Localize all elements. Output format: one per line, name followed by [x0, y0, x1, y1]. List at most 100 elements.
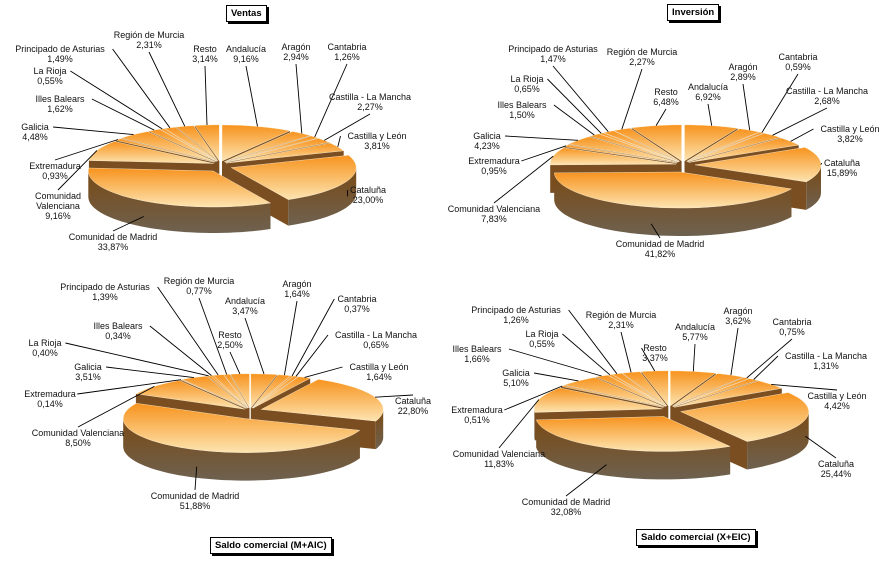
- slice-castilla-y-leon: [688, 137, 800, 163]
- data-label-comunidad-valenciana: Comunidad Valenciana 9,16%: [35, 191, 81, 221]
- slice-andalucia: [684, 124, 739, 162]
- data-label-region-de-murcia: Región de Murcia 0,77%: [164, 276, 235, 296]
- data-label-cantabria: Cantabria 0,75%: [772, 317, 811, 337]
- pie-chart-saldo-comercial-x-eic: Andalucía 5,77% Aragón 3,62% Cantabria 0,75% C…: [451, 305, 867, 517]
- data-label-comunidad-valenciana: Comunidad Valenciana 8,50%: [32, 428, 124, 448]
- leader-line: [106, 366, 194, 379]
- data-label-illes-balears: Illes Balears 1,50%: [497, 100, 547, 120]
- leader-line: [521, 145, 567, 162]
- data-label-principado-de-asturias: Principado de Asturias 1,49%: [15, 44, 105, 64]
- leader-line: [552, 65, 609, 132]
- leader-line: [505, 135, 579, 141]
- leader-line: [655, 108, 667, 126]
- slice-region-de-murcia: [613, 127, 680, 162]
- data-label-comunidad-valenciana: Comunidad Valenciana 7,83%: [448, 204, 540, 224]
- data-label-castilla-y-leon: Castilla y León 1,64%: [349, 362, 408, 382]
- data-label-cataluna: Cataluña 15,89%: [824, 158, 860, 178]
- leader-line: [77, 379, 182, 395]
- slice-comunidad-de-madrid: [123, 403, 361, 453]
- data-label-comunidad-de-madrid: Comunidad de Madrid 32,08%: [522, 497, 611, 517]
- data-label-extremadura: Extremadura 0,93%: [29, 161, 81, 181]
- leader-line: [149, 325, 212, 376]
- data-label-galicia: Galicia 4,23%: [473, 131, 501, 151]
- data-label-illes-balears: Illes Balears 1,62%: [35, 94, 85, 114]
- leader-line: [245, 65, 258, 127]
- slice-comunidad-de-madrid: [554, 171, 793, 209]
- data-label-castilla-y-leon: Castilla y León 3,82%: [820, 124, 879, 144]
- slice-comunidad-valenciana: [534, 387, 663, 413]
- leader-line: [547, 78, 602, 134]
- slice-cataluna: [680, 392, 809, 442]
- leader-line: [498, 399, 540, 449]
- leader-line: [65, 342, 209, 377]
- leader-line: [761, 73, 799, 133]
- data-label-cantabria: Cantabria 0,59%: [778, 52, 817, 72]
- slice-galicia: [563, 377, 665, 408]
- data-label-comunidad-de-madrid: Comunidad de Madrid 33,87%: [69, 232, 158, 252]
- leader-line: [77, 386, 155, 428]
- leader-line: [91, 98, 155, 131]
- slice-wall: [231, 167, 289, 226]
- data-label-illes-balears: Illes Balears 0,34%: [93, 321, 143, 341]
- slice-tops: [550, 124, 822, 209]
- data-label-galicia: Galicia 3,51%: [74, 362, 102, 382]
- slice-cataluna: [230, 155, 357, 200]
- leader-line: [562, 333, 611, 376]
- data-label-la-rioja: La Rioja 0,40%: [28, 338, 61, 358]
- chart-title-saldo-x-eic: Saldo comercial (X+EIC): [636, 529, 756, 546]
- data-label-resto: Resto 3,37%: [642, 343, 668, 363]
- leader-line: [148, 51, 186, 127]
- pie-chart-ventas: Andalucía 9,16% Aragón 2,94% Cantabria 1,26% C…: [15, 30, 411, 252]
- leader-line: [53, 126, 134, 136]
- leader-line: [730, 327, 739, 376]
- slice-galicia: [181, 375, 248, 409]
- data-label-galicia: Galicia 4,48%: [21, 122, 49, 142]
- leader-line: [229, 351, 241, 375]
- slice-tops: [534, 370, 809, 452]
- data-label-andalucia: Andalucía 9,16%: [226, 44, 266, 64]
- pie-chart-saldo-comercial-m-aic: Andalucía 3,47% Aragón 1,64% Cantabria 0,37% C…: [24, 276, 431, 511]
- leader-line: [57, 150, 98, 191]
- leader-line: [772, 107, 828, 136]
- slice-castilla-y-leon: [226, 142, 345, 164]
- data-label-andalucia: Andalucía 5,77%: [675, 322, 715, 342]
- leader-line: [337, 135, 341, 147]
- data-label-castilla-y-leon: Castilla y León 3,81%: [347, 131, 406, 151]
- leader-line: [112, 216, 144, 232]
- leader-line: [621, 68, 643, 130]
- data-label-resto: Resto 2,50%: [217, 330, 243, 350]
- leader-line: [641, 347, 656, 372]
- data-label-cantabria: Cantabria 0,37%: [337, 294, 376, 314]
- slice-tops: [88, 124, 357, 208]
- data-label-principado-de-asturias: Principado de Asturias 1,26%: [471, 305, 561, 325]
- leader-line: [324, 113, 371, 141]
- leader-line: [70, 70, 163, 130]
- data-label-cataluna: Cataluña 22,80%: [395, 396, 431, 416]
- data-label-castilla-la-mancha: Castilla - La Mancha 1,31%: [785, 351, 867, 371]
- data-label-comunidad-de-madrid: Comunidad de Madrid 41,82%: [616, 239, 705, 259]
- leader-line: [304, 366, 343, 378]
- data-label-region-de-murcia: Región de Murcia 2,27%: [607, 47, 678, 67]
- data-label-la-rioja: La Rioja 0,65%: [510, 74, 543, 94]
- slice-side-comunidad-de-madrid: [536, 419, 731, 480]
- data-label-cataluna: Cataluña 25,44%: [818, 459, 854, 479]
- leader-line: [198, 297, 228, 375]
- slice-side-comunidad-de-madrid: [123, 418, 360, 481]
- leader-line: [295, 63, 303, 134]
- slice-comunidad-valenciana: [135, 380, 245, 410]
- leader-line: [295, 334, 329, 377]
- chart-title-ventas: Ventas: [226, 5, 267, 22]
- leader-line: [534, 372, 579, 382]
- slice-side-comunidad-valenciana: [534, 408, 535, 441]
- leader-line: [742, 83, 751, 131]
- slice-side-cataluna: [288, 167, 357, 226]
- leader-line: [650, 223, 661, 239]
- data-label-extremadura: Extremadura 0,51%: [451, 405, 503, 425]
- leader-line: [112, 48, 171, 129]
- leader-line: [565, 464, 607, 497]
- data-label-comunidad-de-madrid: Comunidad de Madrid 51,88%: [151, 491, 240, 511]
- data-label-andalucia: Andalucía 3,47%: [225, 296, 265, 316]
- slice-side-comunidad-de-madrid: [88, 171, 271, 233]
- leader-line: [805, 435, 837, 459]
